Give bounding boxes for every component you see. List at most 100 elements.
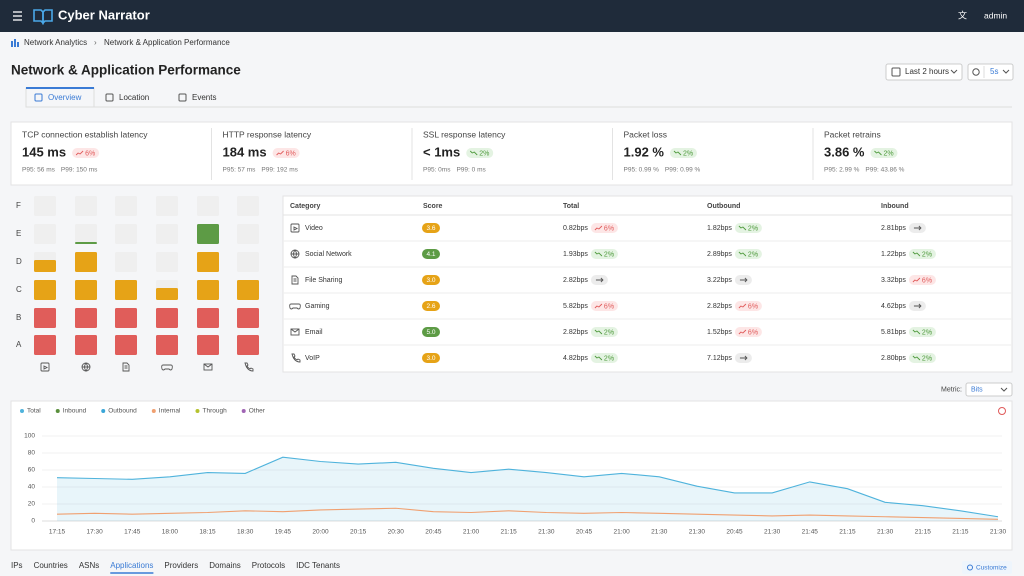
kpi-label: Packet loss bbox=[624, 129, 667, 139]
x-tick-label: 21:15 bbox=[915, 529, 932, 536]
bottom-tab[interactable]: IDC Tenants bbox=[296, 561, 340, 570]
bottom-tab[interactable]: Providers bbox=[164, 561, 198, 570]
grade-cell bbox=[34, 224, 56, 244]
kpi-p99: P99: 150 ms bbox=[61, 167, 98, 174]
grade-label: F bbox=[16, 201, 21, 210]
grade-fill bbox=[197, 252, 219, 272]
video-icon bbox=[43, 365, 49, 370]
legend-item[interactable]: Internal bbox=[159, 408, 181, 415]
mail-icon bbox=[203, 363, 213, 368]
tab[interactable]: Overview bbox=[48, 93, 82, 102]
mail-icon bbox=[203, 363, 213, 371]
page-title: Network & Application Performance bbox=[11, 63, 241, 78]
legend-dot bbox=[101, 409, 106, 413]
x-tick-label: 21:30 bbox=[877, 529, 894, 536]
alert-icon[interactable] bbox=[998, 407, 1006, 415]
range-picker[interactable] bbox=[885, 63, 963, 81]
score-badge bbox=[422, 327, 440, 337]
series-line bbox=[56, 456, 999, 518]
x-tick-label: 17:15 bbox=[49, 529, 66, 536]
kpi-p99: P99: 192 ms bbox=[261, 167, 298, 174]
video-icon bbox=[40, 362, 50, 372]
cell-value: 3.32bps bbox=[881, 277, 906, 284]
column-header: Category bbox=[290, 203, 320, 210]
legend-dot bbox=[151, 409, 156, 413]
bottom-tab[interactable]: Domains bbox=[209, 561, 241, 570]
kpi-value: 1.92 % bbox=[624, 144, 665, 159]
table-panel bbox=[282, 195, 1013, 373]
kpi-value: 145 ms bbox=[22, 144, 66, 159]
kpi-label: TCP connection establish latency bbox=[22, 129, 148, 139]
video-icon bbox=[290, 223, 300, 233]
change-badge bbox=[590, 249, 618, 259]
trend-arrow bbox=[594, 329, 603, 335]
cell-value: 2.82bps bbox=[563, 329, 588, 336]
legend-item[interactable]: Other bbox=[249, 408, 266, 415]
change-value: 6% bbox=[748, 303, 758, 310]
logo bbox=[33, 9, 53, 25]
calendar-icon bbox=[891, 67, 901, 77]
x-tick-label: 21:30 bbox=[689, 529, 706, 536]
customize-label: Customize bbox=[976, 565, 1007, 572]
legend-dot bbox=[195, 409, 200, 413]
kpi-value: < 1ms bbox=[423, 144, 460, 159]
grade-fill bbox=[75, 280, 97, 300]
kpi-p95: P95: 56 ms bbox=[22, 167, 56, 174]
x-tick-label: 21:15 bbox=[501, 529, 518, 536]
kpi-p99: P99: 0 ms bbox=[456, 167, 486, 174]
trend-arrow bbox=[673, 150, 682, 156]
globe-icon bbox=[291, 249, 299, 259]
bottom-tab[interactable]: IPs bbox=[11, 561, 23, 570]
legend-item[interactable]: Total bbox=[27, 408, 41, 415]
kpi-p95: P95: 2.99 % bbox=[824, 167, 860, 174]
tab[interactable]: Events bbox=[192, 93, 216, 102]
x-tick-label: 21:30 bbox=[651, 529, 668, 536]
grade-fill bbox=[34, 280, 56, 300]
customize-button[interactable] bbox=[962, 561, 1012, 574]
change-badge bbox=[590, 223, 618, 233]
cell-value: 2.80bps bbox=[881, 355, 906, 362]
breadcrumb-item[interactable]: Network Analytics bbox=[24, 38, 87, 47]
flat-arrow bbox=[913, 303, 922, 309]
user-menu[interactable]: admin bbox=[984, 10, 1007, 20]
score: 2.6 bbox=[426, 303, 435, 310]
legend-item[interactable]: Through bbox=[202, 408, 227, 415]
metric-select[interactable] bbox=[965, 382, 1013, 397]
category-name: Email bbox=[305, 329, 323, 336]
file-icon bbox=[291, 275, 299, 285]
grade-cell bbox=[75, 196, 97, 216]
tab-icon bbox=[34, 93, 43, 102]
bottom-tab[interactable]: ASNs bbox=[79, 561, 99, 570]
change-value: 2% bbox=[748, 251, 758, 258]
cell-value: 1.52bps bbox=[707, 329, 732, 336]
grade-fill bbox=[197, 280, 219, 300]
trend-arrow bbox=[912, 329, 921, 335]
grade-fill bbox=[156, 335, 178, 355]
chevron bbox=[1002, 69, 1010, 74]
bottom-tab[interactable]: Countries bbox=[34, 561, 68, 570]
legend-item[interactable]: Outbound bbox=[108, 408, 137, 415]
menu-icon[interactable] bbox=[13, 11, 22, 21]
bottom-tab[interactable]: Protocols bbox=[252, 561, 285, 570]
refresh-picker[interactable] bbox=[967, 63, 1014, 81]
category-name: VoIP bbox=[305, 355, 320, 362]
language-icon[interactable]: 文 bbox=[958, 9, 967, 20]
change-value: 2% bbox=[883, 150, 893, 157]
x-tick-label: 20:15 bbox=[350, 529, 367, 536]
kpi-p99: P99: 0.99 % bbox=[665, 167, 701, 174]
grade-cell bbox=[156, 252, 178, 272]
legend-item[interactable]: Inbound bbox=[63, 408, 87, 415]
range-value: Last 2 hours bbox=[905, 67, 949, 76]
change-value: 6% bbox=[85, 150, 95, 157]
grade-fill bbox=[115, 308, 137, 328]
grade-fill bbox=[34, 308, 56, 328]
cell-value: 1.93bps bbox=[563, 251, 588, 258]
y-tick-label: 100 bbox=[24, 433, 35, 440]
refresh-value: 5s bbox=[990, 67, 998, 76]
y-tick-label: 0 bbox=[31, 518, 35, 525]
grade-label: E bbox=[16, 229, 21, 238]
trend-arrow bbox=[912, 277, 921, 283]
tab[interactable]: Location bbox=[119, 93, 149, 102]
bottom-tab[interactable]: Applications bbox=[110, 561, 153, 570]
